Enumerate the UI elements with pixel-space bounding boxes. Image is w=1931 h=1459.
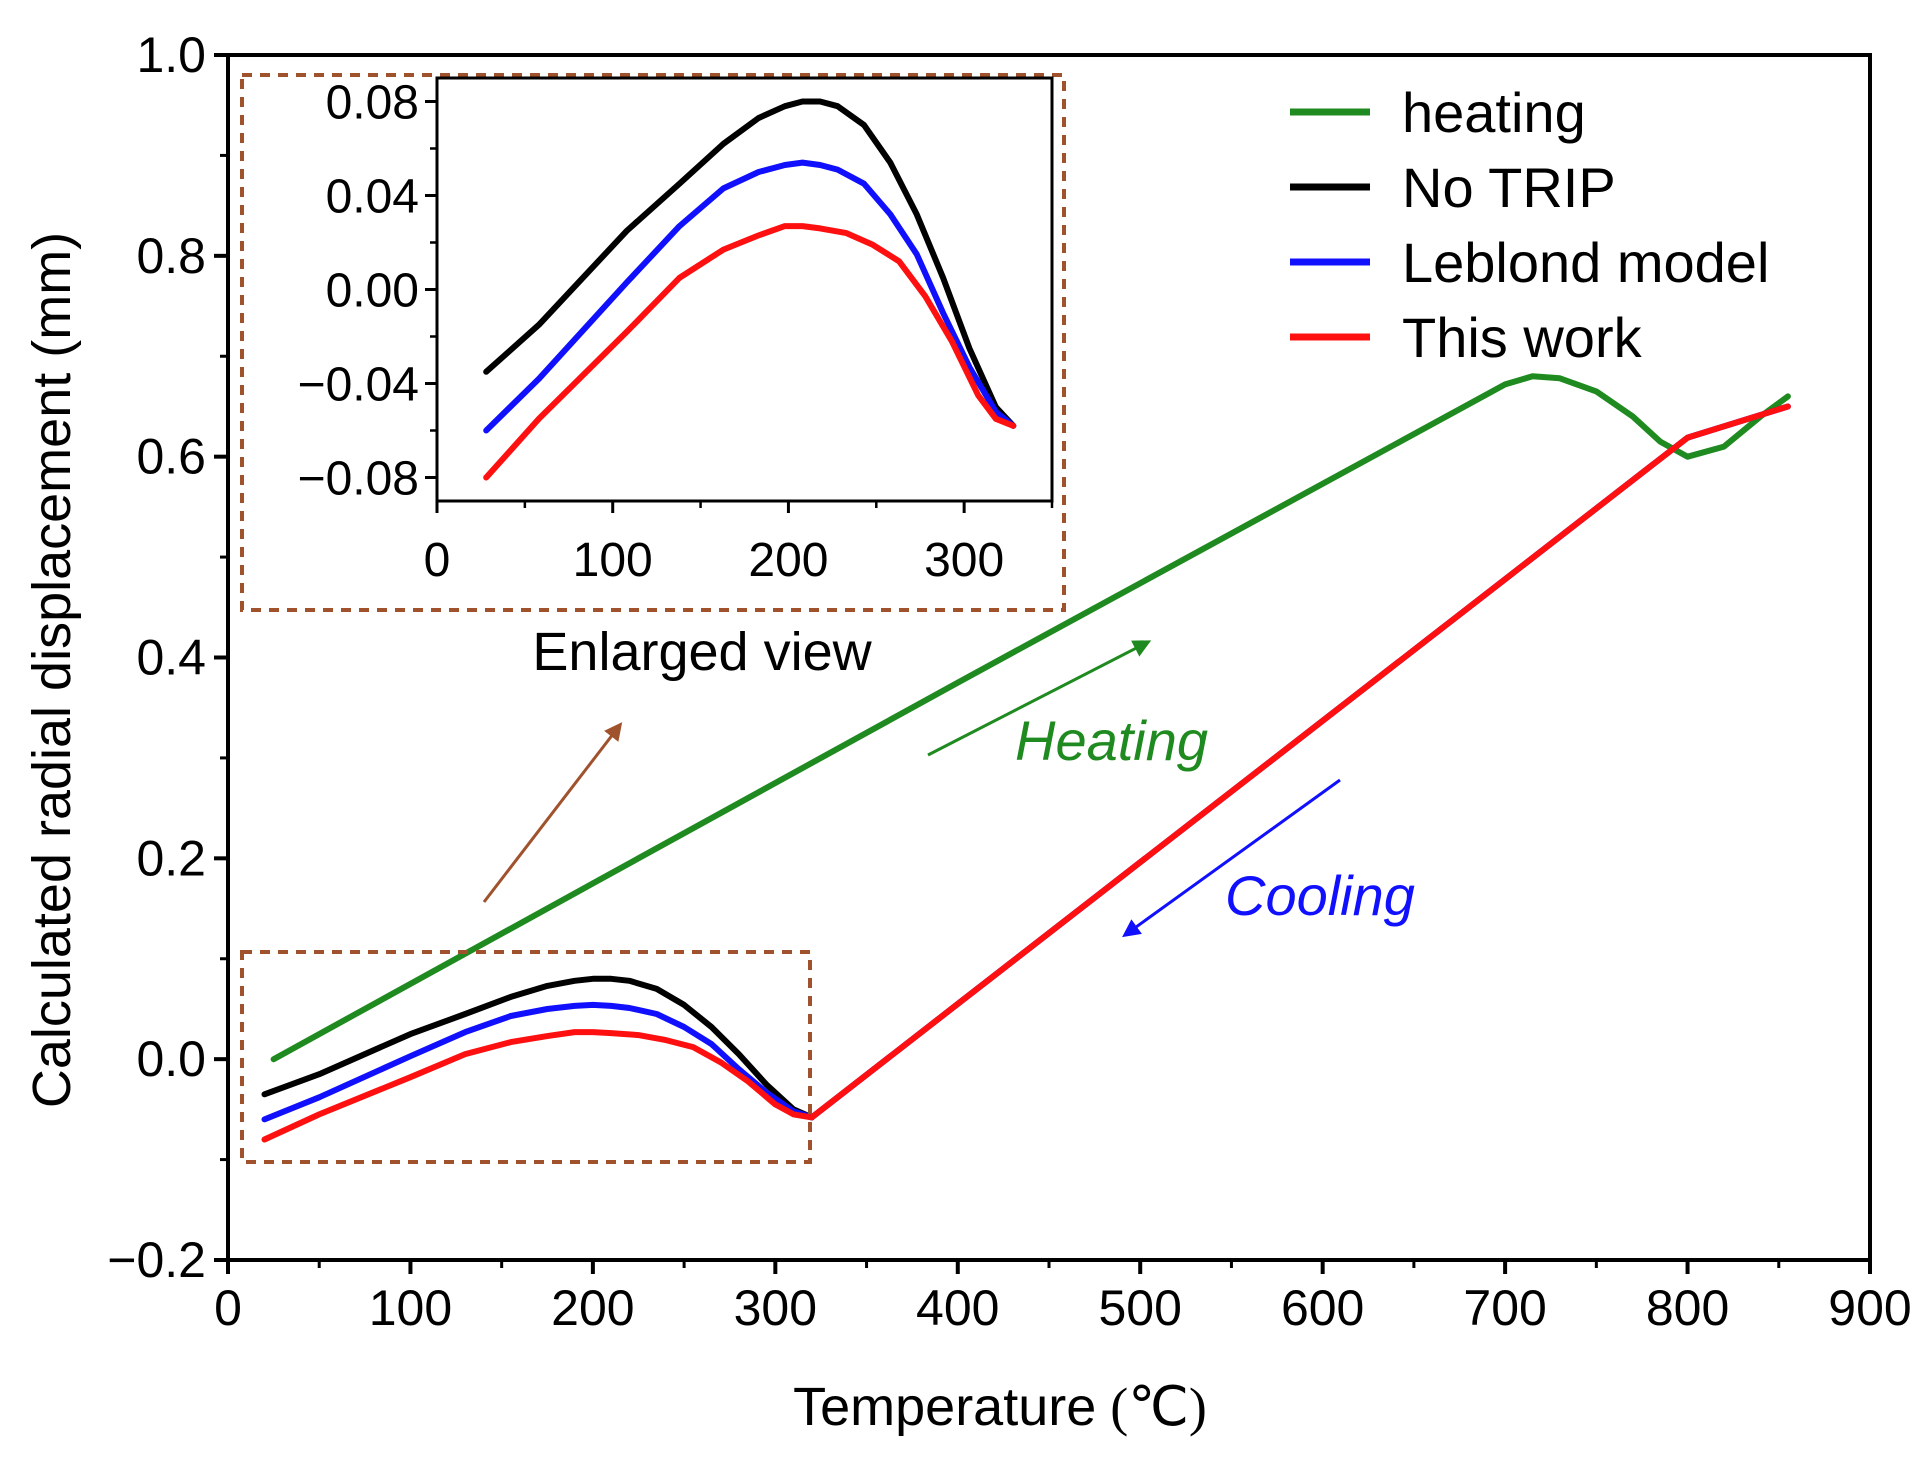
legend-label: This work [1402, 306, 1643, 369]
cooling-annotation: Cooling [1225, 864, 1415, 927]
highlight-box [240, 950, 812, 1164]
legend-label: heating [1402, 81, 1586, 144]
main-series [261, 373, 1791, 1143]
inset-x-tick-label: 100 [573, 534, 653, 587]
inset-x-tick-label: 200 [748, 534, 828, 587]
x-tick-label: 700 [1463, 1280, 1546, 1336]
series-line-cooling [808, 403, 1791, 1121]
inset-x-tick-label: 0 [424, 534, 451, 587]
main-axes: 0 100 200 300 400 500 600 700 800 900 −0.2 0.0 0.2 0.… [107, 27, 1911, 1336]
zoom-arrow [482, 722, 623, 903]
inset-axes: 0 100 200 300 −0.08 −0.04 0.00 0.04 0.08 [298, 77, 1054, 587]
x-tick-label: 100 [369, 1280, 452, 1336]
inset-series-line-this-work [483, 223, 1017, 481]
inset-series-line-no-trip [483, 98, 1017, 429]
x-tick-label: 400 [916, 1280, 999, 1336]
series-line-leblond-model [261, 1001, 815, 1123]
series-line-this-work [261, 1029, 815, 1143]
y-tick-label: 0.4 [136, 630, 206, 686]
y-tick-label: −0.2 [107, 1232, 206, 1288]
inset-series-line-leblond-model [483, 159, 1017, 434]
x-tick-label: 900 [1828, 1280, 1911, 1336]
inset-title: Enlarged view [532, 622, 872, 682]
x-tick-label: 0 [214, 1280, 242, 1336]
y-tick-label: 0.2 [136, 830, 206, 886]
x-tick-label: 300 [734, 1280, 817, 1336]
inset: 0 100 200 300 −0.08 −0.04 0.00 0.04 0.08 Enlarge… [298, 76, 1054, 682]
cooling-arrow [1122, 778, 1341, 938]
y-tick-label: 0.6 [136, 429, 206, 485]
x-tick-label: 800 [1646, 1280, 1729, 1336]
inset-x-tick-label: 300 [924, 534, 1004, 587]
inset-y-tick-label: −0.08 [298, 453, 419, 506]
inset-y-tick-label: −0.04 [298, 359, 419, 412]
inset-series [483, 98, 1017, 481]
heating-arrow [927, 640, 1152, 757]
x-tick-label: 500 [1099, 1280, 1182, 1336]
x-tick-label: 200 [551, 1280, 634, 1336]
series-line-heating [270, 373, 1791, 1063]
x-axis-label-text: Temperature [793, 1377, 1096, 1437]
legend-label: No TRIP [1402, 156, 1616, 219]
inset-y-tick-label: 0.08 [326, 77, 419, 130]
legend-label: Leblond model [1402, 231, 1769, 294]
y-tick-label: 0.0 [136, 1031, 206, 1087]
x-tick-label: 600 [1281, 1280, 1364, 1336]
y-tick-label: 1.0 [136, 27, 206, 83]
y-tick-label: 0.8 [136, 228, 206, 284]
inset-dashed-frame [240, 73, 1066, 612]
series-line-no-trip [261, 975, 815, 1121]
heating-annotation: Heating [1015, 709, 1208, 772]
inset-frame [435, 76, 1054, 503]
x-axis-unit: (℃) [1110, 1377, 1207, 1437]
inset-y-tick-label: 0.04 [326, 171, 419, 224]
series-line-cooling-blue [808, 403, 1791, 1121]
x-axis-label: Temperature (℃) [793, 1377, 1207, 1437]
y-axis-label: Calculated radial displacement (mm) [22, 232, 82, 1108]
legend: heating No TRIP Leblond model This work [1290, 81, 1769, 369]
inset-y-tick-label: 0.00 [326, 265, 419, 318]
